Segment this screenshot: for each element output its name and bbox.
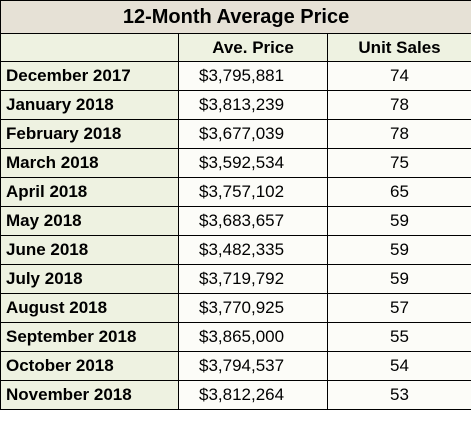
month-cell: February 2018 (0, 119, 179, 149)
table-row: June 2018 $3,482,335 59 (0, 235, 471, 265)
table-row: October 2018 $3,794,537 54 (0, 351, 471, 381)
units-cell: 65 (326, 177, 471, 207)
month-cell: November 2018 (0, 380, 179, 410)
table-title: 12-Month Average Price (0, 0, 471, 34)
month-cell: March 2018 (0, 148, 179, 178)
table-row: November 2018 $3,812,264 53 (0, 380, 471, 410)
units-cell: 57 (326, 293, 471, 323)
price-cell: $3,770,925 (178, 293, 328, 323)
price-cell: $3,719,792 (178, 264, 328, 294)
average-price-table: 12-Month Average Price Ave. Price Unit S… (0, 0, 471, 410)
table-row: March 2018 $3,592,534 75 (0, 148, 471, 178)
month-cell: August 2018 (0, 293, 179, 323)
month-cell: October 2018 (0, 351, 179, 381)
price-cell: $3,683,657 (178, 206, 328, 236)
table-row: July 2018 $3,719,792 59 (0, 264, 471, 294)
units-cell: 74 (326, 61, 471, 91)
price-column-header: Ave. Price (178, 33, 328, 62)
table-body: December 2017 $3,795,881 74 January 2018 $3,… (0, 61, 471, 410)
units-cell: 75 (326, 148, 471, 178)
units-column-header: Unit Sales (326, 33, 471, 62)
table-row: September 2018 $3,865,000 55 (0, 322, 471, 352)
price-cell: $3,865,000 (178, 322, 328, 352)
month-cell: September 2018 (0, 322, 179, 352)
price-cell: $3,757,102 (178, 177, 328, 207)
table-row: February 2018 $3,677,039 78 (0, 119, 471, 149)
month-cell: April 2018 (0, 177, 179, 207)
units-cell: 55 (326, 322, 471, 352)
month-cell: December 2017 (0, 61, 179, 91)
units-cell: 78 (326, 119, 471, 149)
units-cell: 53 (326, 380, 471, 410)
price-cell: $3,482,335 (178, 235, 328, 265)
table-row: May 2018 $3,683,657 59 (0, 206, 471, 236)
title-row: 12-Month Average Price (0, 0, 471, 34)
units-cell: 54 (326, 351, 471, 381)
table-row: January 2018 $3,813,239 78 (0, 90, 471, 120)
units-cell: 59 (326, 206, 471, 236)
table-row: December 2017 $3,795,881 74 (0, 61, 471, 91)
price-cell: $3,677,039 (178, 119, 328, 149)
month-cell: January 2018 (0, 90, 179, 120)
units-cell: 59 (326, 235, 471, 265)
table-row: April 2018 $3,757,102 65 (0, 177, 471, 207)
units-cell: 59 (326, 264, 471, 294)
month-cell: May 2018 (0, 206, 179, 236)
month-column-header (0, 33, 179, 62)
price-cell: $3,592,534 (178, 148, 328, 178)
price-cell: $3,812,264 (178, 380, 328, 410)
month-cell: July 2018 (0, 264, 179, 294)
price-cell: $3,795,881 (178, 61, 328, 91)
table-row: August 2018 $3,770,925 57 (0, 293, 471, 323)
units-cell: 78 (326, 90, 471, 120)
month-cell: June 2018 (0, 235, 179, 265)
header-row: Ave. Price Unit Sales (0, 33, 471, 62)
price-cell: $3,813,239 (178, 90, 328, 120)
price-cell: $3,794,537 (178, 351, 328, 381)
